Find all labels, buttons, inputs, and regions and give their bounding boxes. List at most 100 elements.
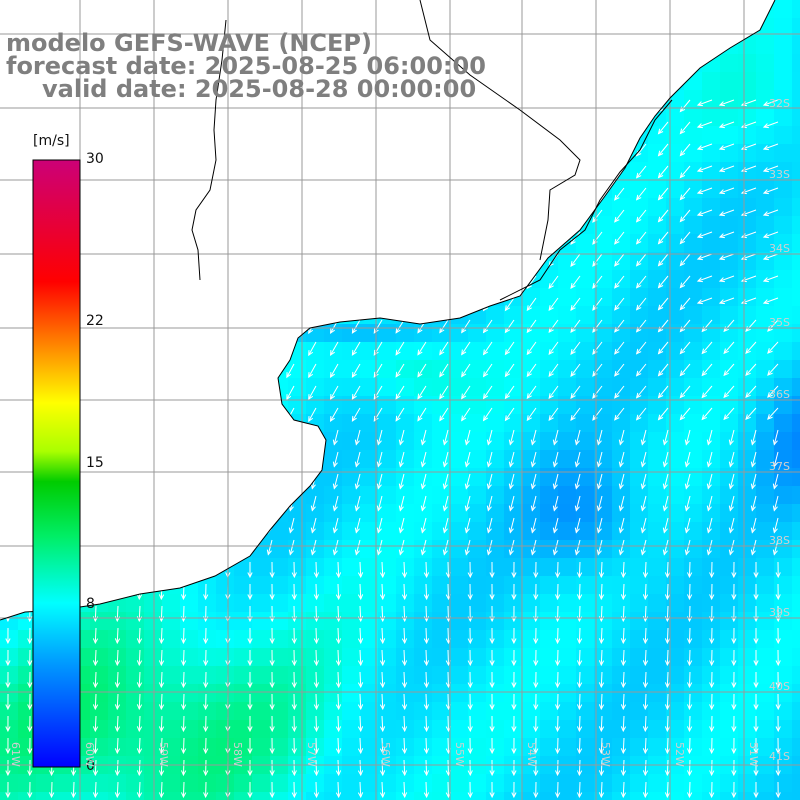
field-cell bbox=[648, 252, 667, 271]
field-cell bbox=[180, 594, 199, 613]
field-cell bbox=[738, 576, 757, 595]
field-cell bbox=[216, 738, 235, 757]
field-cell bbox=[666, 270, 685, 289]
field-cell bbox=[756, 288, 775, 307]
wind-arrow bbox=[635, 253, 647, 267]
wind-arrow bbox=[269, 693, 275, 711]
wind-arrow bbox=[180, 649, 187, 667]
lat-label: 36S bbox=[769, 388, 790, 401]
field-cell bbox=[234, 576, 253, 595]
field-cell bbox=[612, 576, 631, 595]
field-cell bbox=[648, 378, 667, 397]
wind-arrow bbox=[489, 671, 495, 689]
colorbar-tick-label: 0 bbox=[86, 758, 95, 774]
wind-arrow bbox=[114, 737, 121, 755]
field-cell bbox=[576, 576, 595, 595]
field-cell bbox=[756, 702, 775, 721]
field-cell bbox=[234, 738, 253, 757]
field-cell bbox=[324, 324, 343, 343]
field-cell bbox=[270, 612, 289, 631]
wind-arrow bbox=[753, 627, 759, 645]
wind-arrow bbox=[548, 407, 559, 422]
wind-arrow bbox=[467, 781, 473, 799]
field-cell bbox=[378, 468, 397, 487]
wind-arrow bbox=[718, 99, 735, 107]
field-cell bbox=[612, 324, 631, 343]
lon-label: 52W bbox=[673, 742, 686, 767]
field-cell bbox=[666, 126, 685, 145]
field-cell bbox=[270, 792, 289, 800]
field-cell bbox=[396, 432, 415, 451]
wind-arrow bbox=[664, 627, 671, 645]
field-cell bbox=[756, 486, 775, 505]
wind-arrow bbox=[598, 561, 605, 579]
field-cell bbox=[306, 648, 325, 667]
wind-arrow bbox=[664, 649, 671, 667]
wind-arrow bbox=[180, 781, 187, 799]
field-cell bbox=[792, 180, 800, 199]
field-cell bbox=[18, 702, 37, 721]
field-cell bbox=[702, 198, 721, 217]
field-cell bbox=[522, 468, 541, 487]
field-cell bbox=[648, 144, 667, 163]
wind-arrow bbox=[398, 495, 405, 512]
field-cell bbox=[414, 378, 433, 397]
field-cell bbox=[198, 684, 217, 703]
field-cell bbox=[522, 684, 541, 703]
wind-arrow bbox=[158, 781, 165, 799]
wind-arrow bbox=[310, 539, 317, 556]
field-cell bbox=[432, 396, 451, 415]
wind-arrow bbox=[398, 517, 405, 534]
field-cell bbox=[792, 432, 800, 451]
field-cell bbox=[576, 252, 595, 271]
wind-arrow bbox=[762, 165, 779, 173]
field-cell bbox=[342, 324, 361, 343]
wind-arrow bbox=[701, 363, 713, 377]
field-cell bbox=[612, 594, 631, 613]
wind-arrow bbox=[576, 715, 583, 733]
field-cell bbox=[576, 342, 595, 361]
field-cell bbox=[324, 720, 343, 739]
field-cell bbox=[360, 468, 379, 487]
field-cell bbox=[792, 504, 800, 523]
field-cell bbox=[486, 504, 505, 523]
field-cell bbox=[360, 450, 379, 469]
wind-arrow bbox=[745, 363, 757, 377]
field-cell bbox=[648, 540, 667, 559]
wind-arrow bbox=[576, 693, 583, 711]
wind-arrow bbox=[486, 495, 493, 512]
field-cell bbox=[702, 684, 721, 703]
wind-arrow bbox=[401, 649, 408, 667]
wind-arrow bbox=[618, 517, 625, 534]
field-cell bbox=[684, 288, 703, 307]
field-cell bbox=[18, 774, 37, 793]
field-cell bbox=[756, 396, 775, 415]
field-cell bbox=[720, 630, 739, 649]
wind-arrow bbox=[5, 627, 11, 645]
field-cell bbox=[720, 306, 739, 325]
field-cell bbox=[414, 342, 433, 361]
field-cell bbox=[558, 612, 577, 631]
field-cell bbox=[648, 666, 667, 685]
wind-arrow bbox=[750, 451, 757, 468]
field-cell bbox=[306, 486, 325, 505]
field-cell bbox=[792, 666, 800, 685]
field-cell bbox=[396, 468, 415, 487]
wind-arrow bbox=[555, 759, 561, 777]
wind-arrow bbox=[718, 143, 735, 151]
field-cell bbox=[738, 702, 757, 721]
field-cell bbox=[252, 702, 271, 721]
field-cell bbox=[522, 324, 541, 343]
wind-arrow bbox=[684, 451, 691, 468]
field-cell bbox=[774, 36, 793, 55]
wind-arrow bbox=[247, 583, 253, 601]
field-cell bbox=[432, 648, 451, 667]
field-cell bbox=[540, 720, 559, 739]
field-cell bbox=[234, 630, 253, 649]
field-cell bbox=[756, 504, 775, 523]
field-cell bbox=[666, 594, 685, 613]
field-cell bbox=[540, 360, 559, 379]
wind-arrow bbox=[662, 539, 669, 556]
field-cell bbox=[486, 468, 505, 487]
wind-arrow bbox=[684, 517, 691, 534]
